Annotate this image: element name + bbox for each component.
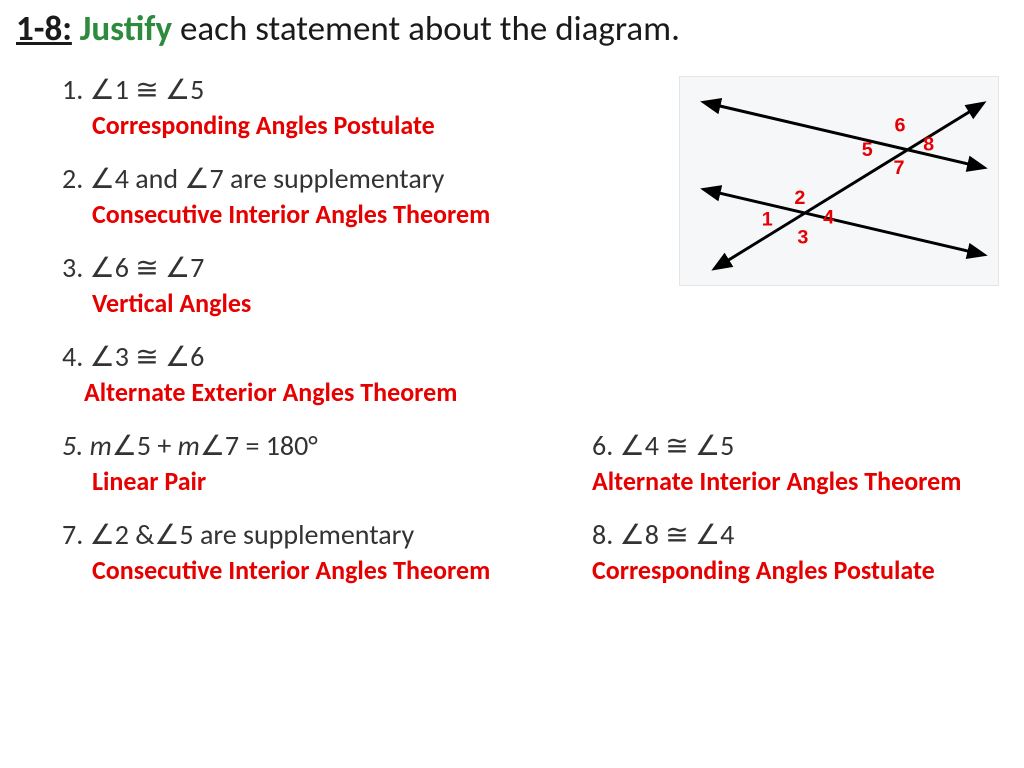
page-heading: 1-8: Justify each statement about the di…: [16, 8, 1008, 50]
problem-3-statement: 3. ∠6 ≅ ∠7: [62, 250, 656, 285]
problem-8-answer: Corresponding Angles Postulate: [592, 554, 1022, 586]
problem-row-5-6: 5. m∠5 + m∠7 = 180° Linear Pair 6. ∠4 ≅ …: [62, 428, 1022, 517]
problem-2: 2. ∠4 and ∠7 are supplementary Consecuti…: [62, 161, 656, 230]
angle-label-3: 3: [797, 226, 808, 248]
problem-5-m1: m: [90, 428, 112, 463]
problem-2-answer: Consecutive Interior Angles Theorem: [62, 198, 656, 230]
problem-1-text: ∠1 ≅ ∠5: [90, 72, 205, 107]
problem-8-text: ∠8 ≅ ∠4: [620, 517, 735, 552]
problem-5-answer: Linear Pair: [62, 465, 592, 497]
problem-3: 3. ∠6 ≅ ∠7 Vertical Angles: [62, 250, 656, 319]
problem-1-number: 1.: [62, 72, 83, 107]
heading-rest: each statement about the diagram.: [180, 8, 680, 50]
problem-4-answer: Alternate Exterior Angles Theorem: [62, 376, 656, 408]
top-parallel-line: [710, 104, 977, 166]
problems-list: 1. ∠1 ≅ ∠5 Corresponding Angles Postulat…: [16, 72, 656, 606]
problem-5-number: 5.: [62, 428, 83, 463]
problem-4-statement: 4. ∠3 ≅ ∠6: [62, 339, 656, 374]
problem-8-number: 8.: [592, 517, 613, 552]
problem-8: 8. ∠8 ≅ ∠4 Corresponding Angles Postulat…: [592, 517, 1022, 586]
problem-5-m2: m: [178, 428, 200, 463]
problem-6: 6. ∠4 ≅ ∠5 Alternate Interior Angles The…: [592, 428, 1022, 497]
problem-row-7-8: 7. ∠2 &∠5 are supplementary Consecutive …: [62, 517, 1022, 606]
problem-5-a2: ∠7 = 180°: [200, 428, 318, 463]
problem-2-number: 2.: [62, 161, 83, 196]
angle-label-8: 8: [923, 133, 934, 155]
problem-3-number: 3.: [62, 250, 83, 285]
problem-7-answer: Consecutive Interior Angles Theorem: [62, 554, 592, 586]
problem-2-text: ∠4 and ∠7 are supplementary: [90, 161, 445, 196]
transversal-line: [720, 107, 978, 265]
problem-7-statement: 7. ∠2 &∠5 are supplementary: [62, 517, 592, 552]
problem-6-number: 6.: [592, 428, 613, 463]
diagram-svg: 1 2 3 4 5 6 7 8: [680, 77, 998, 285]
problem-5-a1: ∠5 +: [112, 428, 178, 463]
problem-4: 4. ∠3 ≅ ∠6 Alternate Exterior Angles The…: [62, 339, 656, 408]
bottom-parallel-line: [710, 191, 977, 253]
angle-diagram: 1 2 3 4 5 6 7 8: [679, 76, 999, 286]
angle-label-2: 2: [794, 187, 805, 209]
problem-6-statement: 6. ∠4 ≅ ∠5: [592, 428, 1022, 463]
problem-6-text: ∠4 ≅ ∠5: [620, 428, 735, 463]
section-number: 1-8:: [16, 8, 72, 50]
problem-8-statement: 8. ∠8 ≅ ∠4: [592, 517, 1022, 552]
angle-label-5: 5: [862, 139, 873, 161]
problem-2-statement: 2. ∠4 and ∠7 are supplementary: [62, 161, 656, 196]
problem-7-text: ∠2 &∠5 are supplementary: [90, 517, 415, 552]
problem-7: 7. ∠2 &∠5 are supplementary Consecutive …: [62, 517, 592, 586]
problem-1-statement: 1. ∠1 ≅ ∠5: [62, 72, 656, 107]
heading-highlight: Justify: [80, 8, 172, 50]
problem-1: 1. ∠1 ≅ ∠5 Corresponding Angles Postulat…: [62, 72, 656, 141]
problem-6-answer: Alternate Interior Angles Theorem: [592, 465, 1022, 497]
problem-3-text: ∠6 ≅ ∠7: [90, 250, 205, 285]
problem-4-text: ∠3 ≅ ∠6: [90, 339, 205, 374]
problem-5: 5. m∠5 + m∠7 = 180° Linear Pair: [62, 428, 592, 497]
problem-7-number: 7.: [62, 517, 83, 552]
angle-label-1: 1: [762, 209, 773, 231]
problem-5-statement: 5. m∠5 + m∠7 = 180°: [62, 428, 592, 463]
problem-1-answer: Corresponding Angles Postulate: [62, 109, 656, 141]
angle-label-7: 7: [893, 157, 904, 179]
problem-3-answer: Vertical Angles: [62, 287, 656, 319]
angle-label-6: 6: [894, 114, 905, 136]
problem-4-number: 4.: [62, 339, 83, 374]
angle-label-4: 4: [823, 207, 834, 229]
